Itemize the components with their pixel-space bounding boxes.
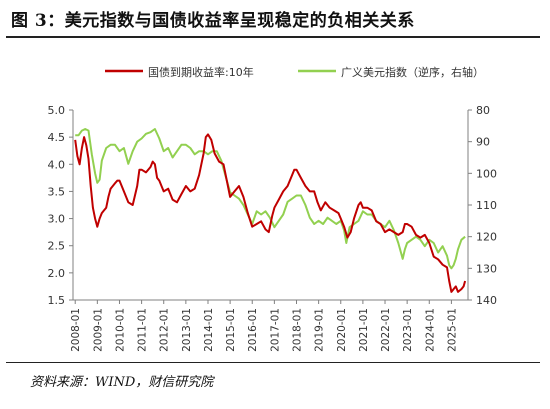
left-tick-label: 3.0 (48, 213, 66, 226)
legend-label-bond: 国债到期收益率:10年 (148, 65, 254, 79)
left-tick-label: 3.5 (48, 185, 66, 198)
x-tick-label: 2008-01 (70, 308, 82, 352)
x-tick-label: 2009-01 (92, 308, 104, 352)
left-tick-label: 2.5 (48, 240, 66, 253)
x-tick-label: 2020-01 (336, 308, 348, 352)
legend-label-dxy: 广义美元指数（逆序，右轴） (341, 65, 484, 79)
x-tick-label: 2014-01 (203, 308, 215, 352)
x-tick-label: 2024-01 (424, 308, 436, 352)
source-note: 资料来源：WIND，财信研究院 (30, 375, 214, 390)
x-tick-label: 2025-01 (446, 308, 458, 352)
x-tick-label: 2013-01 (181, 308, 193, 352)
series-line-bond-yield (74, 133, 467, 293)
chart-legend: 国债到期收益率:10年 广义美元指数（逆序，右轴） (105, 65, 484, 79)
x-tick-label: 2019-01 (314, 308, 326, 352)
x-tick-label: 2011-01 (137, 308, 149, 352)
x-tick-label: 2012-01 (159, 308, 171, 352)
x-tick-label: 2022-01 (380, 308, 392, 352)
left-tick-label: 4.5 (48, 131, 66, 144)
left-tick-label: 4.0 (48, 158, 66, 171)
figure-title: 图 3：美元指数与国债收益率呈现稳定的负相关关系 (11, 11, 415, 31)
title-rule (6, 36, 540, 38)
right-tick-label: 140 (476, 294, 497, 307)
x-tick-label: 2018-01 (292, 308, 304, 352)
x-tick-label: 2016-01 (247, 308, 259, 352)
left-tick-label: 1.5 (48, 294, 66, 307)
x-tick-label: 2015-01 (225, 308, 237, 352)
right-tick-label: 120 (476, 231, 497, 244)
series-lines (74, 128, 467, 293)
right-tick-label: 130 (476, 262, 497, 275)
right-tick-label: 80 (476, 104, 490, 117)
right-tick-label: 90 (476, 136, 490, 149)
left-tick-label: 5.0 (48, 104, 66, 117)
x-tick-label: 2023-01 (402, 308, 414, 352)
axes: 1.5 2.0 2.5 3.0 3.5 4.0 4.5 5.0 80 90 100 110 120 130… (48, 104, 498, 352)
series-line-dollar-index (75, 128, 466, 270)
left-tick-label: 2.0 (48, 267, 66, 280)
right-tick-label: 110 (476, 199, 497, 212)
x-tick-label: 2017-01 (269, 308, 281, 352)
right-tick-label: 100 (476, 167, 497, 180)
x-tick-label: 2021-01 (358, 308, 370, 352)
x-tick-label: 2010-01 (114, 308, 126, 352)
source-rule (6, 362, 540, 363)
